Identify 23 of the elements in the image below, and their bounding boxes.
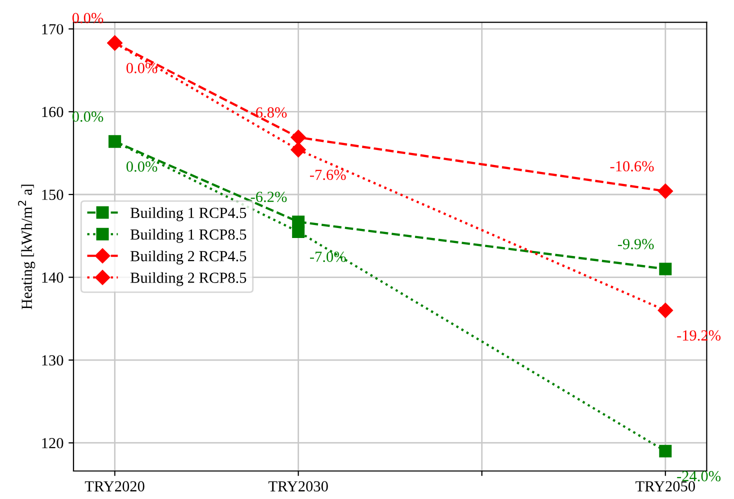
annotation: -7.0%: [310, 252, 346, 262]
x-tick-label: TRY2020: [84, 481, 144, 492]
legend-label: Building 2 RCP8.5: [130, 272, 246, 286]
y-tick-label: 160: [42, 106, 64, 118]
x-tick-label: TRY2050: [636, 481, 695, 492]
x-tick-label: TRY2030: [268, 481, 328, 492]
y-tick-label: 130: [42, 355, 64, 366]
y-tick-label: 140: [42, 272, 64, 283]
annotation: -6.2%: [250, 192, 287, 202]
y-axis-title: Heating [kWh/m$^{2}$ a]: [18, 184, 36, 310]
annotation: 0.0%: [126, 161, 158, 172]
annotation: 0.0%: [126, 62, 158, 74]
annotation: -24.0%: [677, 471, 721, 482]
legend-label: Building 2 RCP4.5: [130, 250, 246, 264]
annotation: -10.6%: [610, 161, 654, 172]
y-tick-label: 120: [42, 438, 64, 448]
annotation: 0.0%: [72, 12, 104, 24]
legend-label: Building 1 RCP4.5: [130, 207, 246, 222]
annotation: -9.9%: [618, 238, 654, 250]
y-tick-label: 150: [42, 190, 64, 200]
y-tick-label: 170: [42, 24, 64, 34]
annotation: -7.6%: [310, 170, 346, 180]
legend-label: Building 1 RCP8.5: [130, 228, 246, 243]
